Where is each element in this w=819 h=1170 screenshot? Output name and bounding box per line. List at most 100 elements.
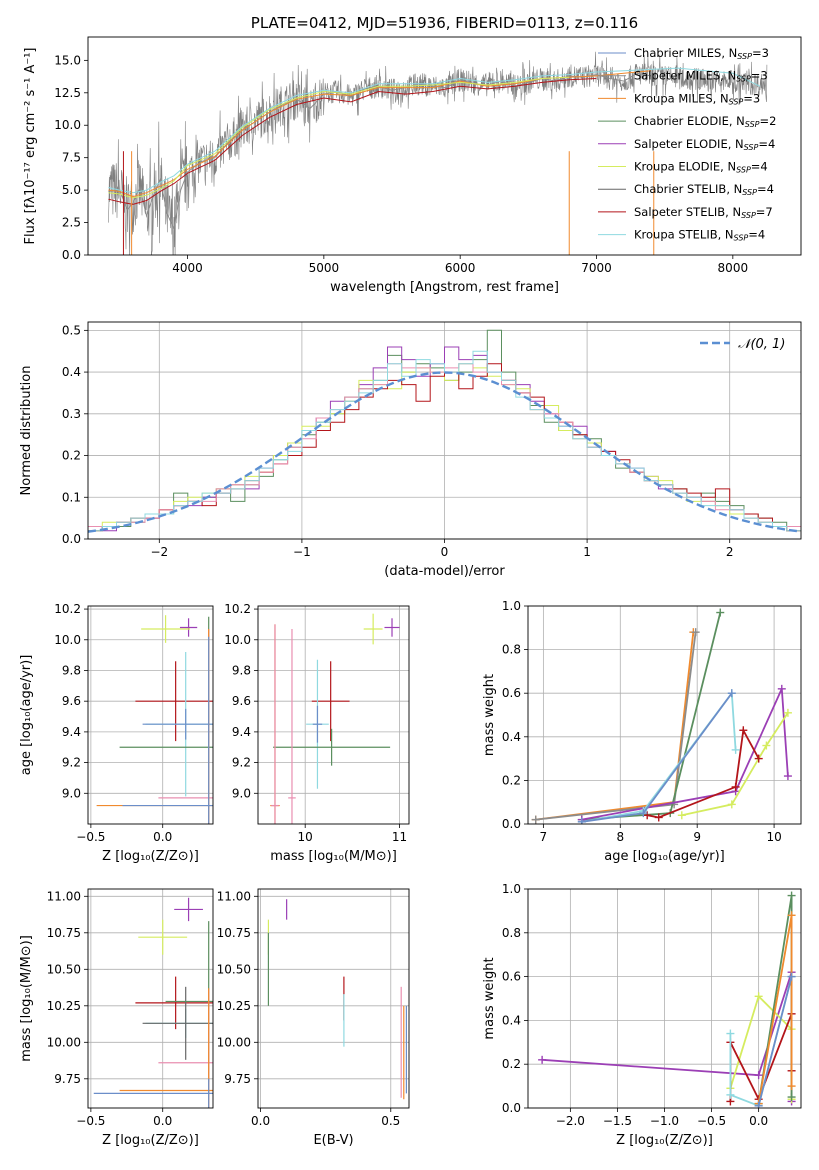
- observed-spectrum: [108, 51, 768, 255]
- x-tick-label: 10: [298, 830, 313, 844]
- plot-area: [108, 51, 768, 255]
- plot-frame: [527, 888, 802, 1109]
- chart-mass-vs-Z: −0.5 0.0 9.75 10.00 10.25 10.50 10.75 11.00 Z [l…: [19, 888, 214, 1148]
- x-axis-label: wavelength [Angstrom, rest frame]: [330, 280, 559, 295]
- plot-area: [270, 613, 400, 824]
- y-tick-label: 10.00: [47, 1035, 81, 1049]
- y-axis-label: mass weight: [482, 674, 497, 756]
- y-tick-label: 0.0: [62, 532, 81, 546]
- y-tick-label: 11.00: [47, 889, 81, 903]
- weight-line: [535, 632, 695, 821]
- y-tick-label: 10.2: [224, 602, 251, 616]
- plot-area: [267, 899, 407, 1100]
- y-tick-label: 0.0: [62, 248, 81, 262]
- weight-line: [581, 692, 733, 823]
- legend-label: Chabrier MILES, NSSP=3: [634, 46, 769, 61]
- x-tick-label: 8000: [718, 261, 749, 275]
- x-tick-label: 9: [693, 830, 701, 844]
- chart-spectrum: 4000 5000 6000 7000 8000 0.0 2.5 5.0 7.5 10.0 12.5…: [23, 14, 802, 295]
- chart-age-vs-Z: −0.5 0.0 9.0 9.2 9.4 9.6 9.8 10.0 10.2 Z [log₁₀(Z…: [19, 602, 214, 864]
- plot-area: [88, 329, 801, 539]
- x-axis-label: mass [log₁₀(M/M⊙)]: [270, 849, 397, 864]
- histogram-step: [88, 350, 801, 539]
- y-tick-label: 9.4: [232, 725, 251, 739]
- plot-area: [93, 897, 213, 1108]
- x-tick-label: 1: [583, 545, 591, 559]
- y-tick-label: 2.5: [62, 216, 81, 230]
- x-tick-label: −0.5: [76, 1114, 105, 1128]
- y-tick-label: 0.8: [502, 926, 521, 940]
- y-tick-label: 9.4: [62, 725, 81, 739]
- plot-area: [96, 615, 213, 824]
- x-axis-label: Z [log₁₀(Z/Z⊙)]: [616, 1133, 713, 1148]
- model-spectrum: [108, 67, 761, 194]
- y-tick-label: 0.2: [62, 449, 81, 463]
- x-tick-label: 6000: [445, 261, 476, 275]
- x-tick-label: −1.5: [603, 1114, 632, 1128]
- x-tick-label: 5000: [309, 261, 340, 275]
- y-tick-label: 0.0: [502, 1101, 521, 1115]
- weight-line: [581, 688, 789, 821]
- y-tick-label: 10.25: [217, 999, 251, 1013]
- plot-frame: [87, 605, 214, 825]
- y-tick-label: 9.6: [62, 694, 81, 708]
- legend-label: Chabrier STELIB, NSSP=4: [634, 182, 774, 197]
- plot-frame: [87, 321, 802, 540]
- model-spectrum: [108, 78, 597, 205]
- x-axis-label: E(B-V): [313, 1133, 353, 1148]
- y-tick-label: 0.4: [502, 730, 521, 744]
- x-tick-label: −1: [293, 545, 311, 559]
- y-tick-label: 1.0: [502, 882, 521, 896]
- y-tick-label: 15.0: [54, 53, 81, 67]
- y-tick-label: 10.2: [54, 602, 81, 616]
- weight-line: [535, 632, 697, 821]
- y-axis-label: mass weight: [482, 957, 497, 1039]
- y-tick-label: 7.5: [62, 151, 81, 165]
- y-tick-label: 9.75: [224, 1072, 251, 1086]
- x-tick-label: −2: [150, 545, 168, 559]
- y-tick-label: 0.5: [62, 323, 81, 337]
- y-tick-label: 0.0: [502, 817, 521, 831]
- x-tick-label: 0.5: [381, 1114, 400, 1128]
- x-axis-label: age [log₁₀(age/yr)]: [604, 849, 725, 864]
- x-tick-label: 8: [616, 830, 624, 844]
- y-axis-label: mass [log₁₀(M/M⊙)]: [19, 935, 34, 1062]
- weight-line: [757, 976, 793, 1107]
- y-tick-label: 10.75: [217, 926, 251, 940]
- legend-label: Salpeter ELODIE, NSSP=4: [634, 137, 775, 152]
- y-tick-label: 9.8: [62, 663, 81, 677]
- histogram-step: [88, 363, 801, 539]
- y-tick-label: 0.8: [502, 643, 521, 657]
- x-tick-label: 4000: [172, 261, 203, 275]
- x-tick-label: 7000: [581, 261, 612, 275]
- legend-label: Kroupa STELIB, NSSP=4: [634, 228, 765, 243]
- legend-label: Salpeter MILES, NSSP=3: [634, 69, 768, 84]
- y-tick-label: 0.3: [62, 407, 81, 421]
- plot-frame: [87, 888, 214, 1109]
- y-tick-label: 10.0: [54, 118, 81, 132]
- weight-line: [581, 612, 722, 821]
- y-tick-label: 0.4: [502, 1013, 521, 1027]
- y-tick-label: 9.0: [62, 786, 81, 800]
- y-tick-label: 0.6: [502, 970, 521, 984]
- model-spectrum: [108, 76, 570, 199]
- weight-line: [542, 971, 793, 1102]
- y-tick-label: 9.8: [232, 663, 251, 677]
- y-tick-label: 10.0: [224, 633, 251, 647]
- x-axis-label: Z [log₁₀(Z/Z⊙)]: [102, 1133, 199, 1148]
- x-tick-label: 11: [392, 830, 407, 844]
- chart-title: PLATE=0412, MJD=51936, FIBERID=0113, z=0…: [251, 14, 638, 32]
- y-tick-label: 0.2: [502, 1057, 521, 1071]
- chart-age-vs-mass: 10 11 9.0 9.2 9.4 9.6 9.8 10.0 10.2 mass [log₁₀(M…: [224, 602, 410, 864]
- x-tick-label: 10: [766, 830, 781, 844]
- legend-label: Salpeter STELIB, NSSP=7: [634, 205, 773, 220]
- plot-area: [531, 608, 792, 824]
- y-tick-label: 5.0: [62, 183, 81, 197]
- y-tick-label: 10.25: [47, 999, 81, 1013]
- plot-frame: [257, 605, 410, 825]
- x-tick-label: 2: [726, 545, 734, 559]
- x-tick-label: −0.5: [76, 830, 105, 844]
- weight-line: [681, 712, 789, 817]
- x-tick-label: 0.0: [153, 830, 172, 844]
